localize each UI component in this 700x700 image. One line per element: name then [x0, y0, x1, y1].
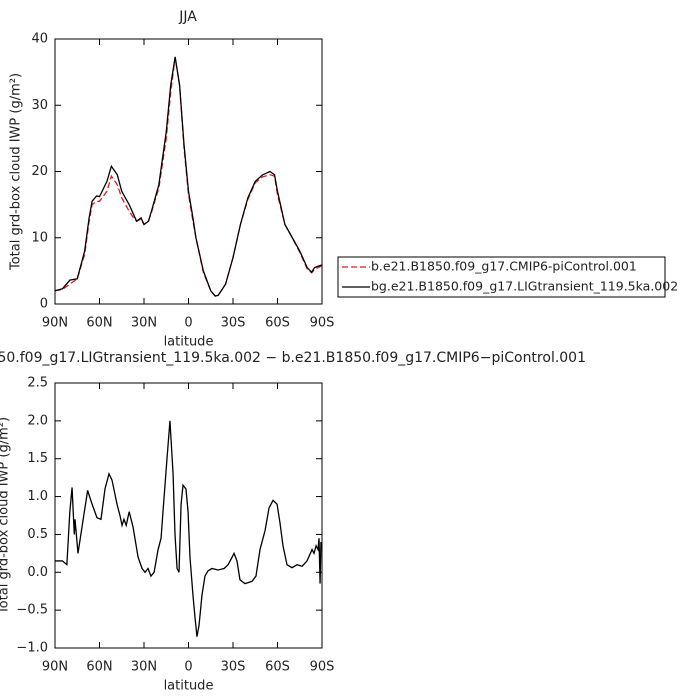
x-tick-label: 0 — [184, 660, 192, 675]
chart-title: bg.e21.B1850.f09_g17.LIGtransient_119.5k… — [0, 350, 586, 366]
x-tick-label: 60N — [86, 660, 112, 675]
y-axis-label: Total grd-box cloud IWP (g/m²) — [9, 73, 24, 271]
plot-frame — [54, 38, 323, 305]
legend-label: b.e21.B1850.f09_g17.CMIP6-piControl.001 — [371, 259, 637, 274]
y-tick-label: 1.5 — [27, 451, 48, 466]
x-tick-label: 60S — [265, 660, 290, 675]
y-tick-label: 40 — [31, 32, 48, 47]
y-tick-label: 0 — [40, 297, 48, 312]
legend-label: bg.e21.B1850.f09_g17.LIGtransient_119.5k… — [371, 279, 678, 294]
y-tick-label: 0.5 — [27, 527, 48, 542]
plot-frame — [54, 382, 323, 649]
y-axis-label: Total grd-box cloud IWP (g/m²) — [0, 417, 12, 615]
y-tick-label: 1.0 — [27, 489, 48, 504]
x-tick-label: 30S — [221, 316, 246, 331]
y-tick-label: −0.5 — [16, 603, 48, 618]
chart-title: JJA — [178, 9, 197, 25]
x-tick-label: 90S — [310, 316, 335, 331]
x-axis-label: latitude — [164, 679, 214, 694]
x-tick-label: 60N — [86, 316, 112, 331]
x-tick-label: 30N — [131, 316, 157, 331]
x-tick-label: 90N — [42, 660, 68, 675]
x-tick-label: 90S — [310, 660, 335, 675]
y-tick-label: 30 — [31, 98, 48, 113]
y-tick-label: 10 — [31, 230, 48, 245]
x-tick-label: 90N — [42, 316, 68, 331]
y-tick-label: 2.0 — [27, 413, 48, 428]
data-line — [54, 57, 323, 297]
x-tick-label: 30S — [221, 660, 246, 675]
y-tick-label: 0.0 — [27, 565, 48, 580]
data-line — [55, 420, 322, 637]
x-tick-label: 60S — [265, 316, 290, 331]
x-tick-label: 30N — [131, 660, 157, 675]
y-tick-label: −1.0 — [16, 641, 48, 656]
data-line — [54, 56, 323, 297]
y-tick-label: 20 — [31, 164, 48, 179]
x-tick-label: 0 — [184, 316, 192, 331]
legend-box — [337, 256, 666, 298]
x-axis-label: latitude — [164, 335, 214, 350]
y-tick-label: 2.5 — [27, 376, 48, 391]
